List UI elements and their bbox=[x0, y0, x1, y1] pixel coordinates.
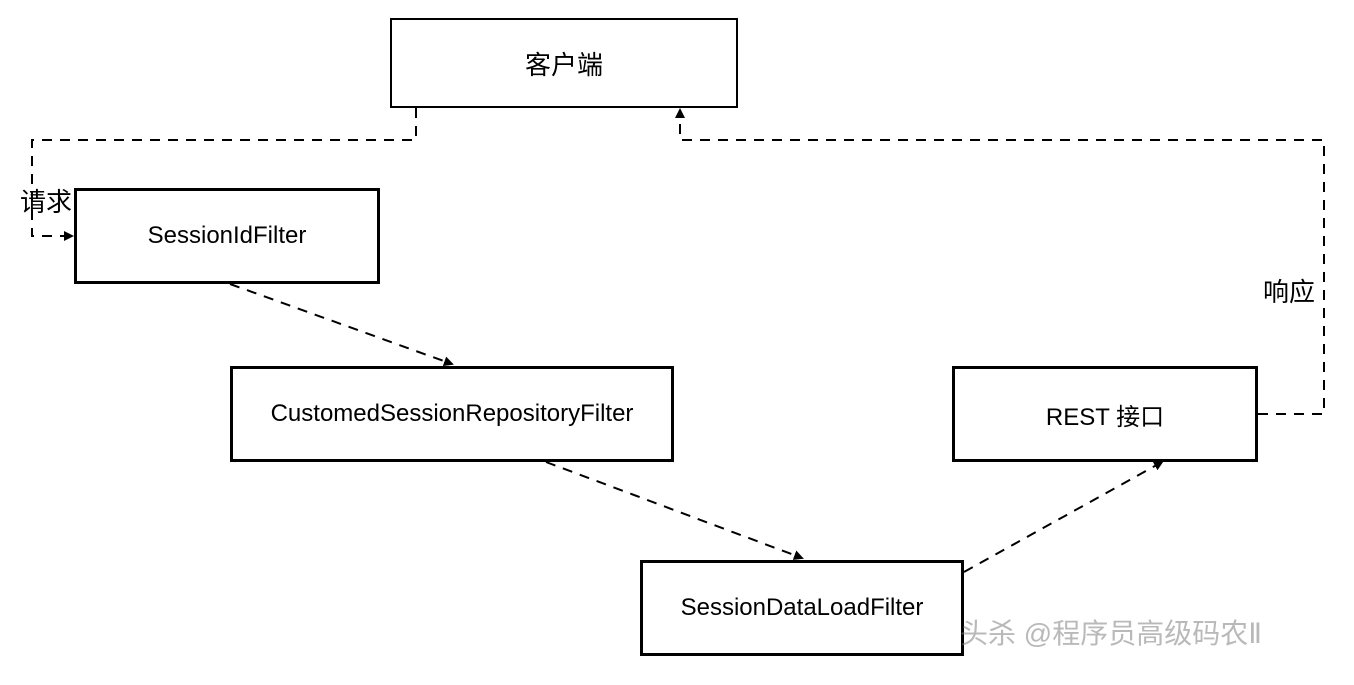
node-rest-api-label: REST 接口 bbox=[1046, 397, 1164, 432]
node-session-data-load-filter-label: SessionDataLoadFilter bbox=[681, 594, 924, 622]
node-customed-session-repository-filter-label: CustomedSessionRepositoryFilter bbox=[271, 400, 634, 428]
node-customed-session-repository-filter: CustomedSessionRepositoryFilter bbox=[230, 366, 674, 462]
node-client-label: 客户端 bbox=[525, 45, 603, 82]
edge-request-label: 请求 bbox=[20, 182, 72, 219]
node-session-id-filter-label: SessionIdFilter bbox=[148, 222, 307, 250]
edge-response-label: 响应 bbox=[1263, 272, 1315, 309]
node-session-id-filter: SessionIdFilter bbox=[74, 188, 380, 284]
watermark-text: 头杀 @程序员高级码农Ⅱ bbox=[960, 612, 1262, 652]
node-client: 客户端 bbox=[390, 18, 738, 108]
node-session-data-load-filter: SessionDataLoadFilter bbox=[640, 560, 964, 656]
node-rest-api: REST 接口 bbox=[952, 366, 1258, 462]
